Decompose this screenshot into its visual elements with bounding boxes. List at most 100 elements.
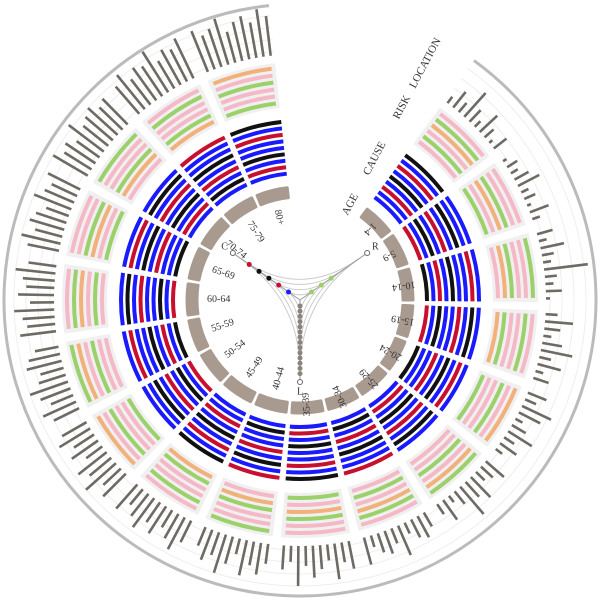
risk-stripe: [96, 339, 118, 391]
location-bar: [520, 187, 530, 194]
cause-stripe: [173, 240, 190, 277]
location-guide: [37, 38, 563, 563]
risk-stripe: [462, 187, 489, 236]
node-end: [297, 379, 303, 385]
location-bar: [63, 151, 93, 171]
risk-stripe: [120, 401, 156, 446]
cause-stripe: [192, 153, 234, 183]
risk-stripe: [212, 66, 272, 86]
cause-stripe: [469, 249, 481, 302]
location-bar: [160, 49, 182, 86]
cause-stripe: [152, 379, 186, 421]
age-label: 15-19: [390, 312, 415, 327]
node-dot: [297, 371, 303, 377]
node-dot: [297, 324, 303, 330]
location-bar: [28, 261, 57, 268]
location-bar: [264, 15, 272, 56]
risk-stripe: [115, 147, 153, 194]
cause-stripe: [428, 206, 454, 251]
cause-stripe: [244, 158, 286, 173]
cause-stripe: [288, 434, 331, 442]
cause-stripe: [240, 432, 284, 448]
risk-stripe: [215, 500, 272, 520]
risk-stripe: [165, 113, 212, 146]
cause-stripe: [417, 305, 429, 343]
risk-stripe: [220, 87, 275, 106]
location-bar: [73, 433, 95, 449]
node-dot: [297, 303, 303, 309]
cause-stripe: [164, 373, 195, 412]
location-bar: [102, 467, 122, 486]
location-bar: [453, 490, 466, 505]
location-bar: [131, 497, 156, 528]
age-segment: [355, 365, 388, 396]
risk-stripe: [519, 313, 535, 374]
risk-stripe: [467, 379, 499, 430]
risk-stripe: [422, 134, 463, 175]
location-bar: [281, 545, 286, 570]
location-bar: [531, 215, 541, 221]
age-segment: [324, 387, 359, 411]
age-segment: [185, 282, 200, 317]
node-dot: [297, 355, 303, 361]
location-bar: [543, 262, 588, 271]
cause-stripe: [343, 451, 394, 476]
risk-stripe: [126, 397, 161, 441]
cause-stripe: [404, 153, 445, 194]
location-bar: [544, 274, 557, 279]
location-bar: [511, 423, 527, 435]
cause-stripe: [173, 321, 189, 359]
cause-stripe: [439, 199, 466, 247]
location-bar: [517, 173, 540, 188]
risk-stripe: [225, 101, 277, 119]
location-bar: [545, 289, 562, 293]
location-bar: [156, 60, 176, 90]
cause-stripe: [249, 171, 287, 185]
age-label: 80+: [272, 209, 287, 227]
risk-stripe: [83, 201, 106, 256]
location-bar: [541, 251, 554, 257]
risk-stripe: [76, 343, 99, 400]
cause-stripe: [460, 307, 475, 358]
cause-stripe: [338, 434, 384, 457]
location-bar: [231, 21, 244, 62]
cause-stripe: [208, 397, 244, 423]
cause-stripe: [119, 272, 126, 326]
location-bar: [88, 456, 113, 477]
risk-stripe: [83, 341, 105, 397]
age-segment: [380, 336, 407, 371]
location-bar: [169, 48, 189, 83]
cause-stripe: [147, 382, 182, 426]
location-bar: [347, 540, 356, 569]
cause-stripe: [213, 392, 247, 417]
cause-stripe: [175, 366, 204, 402]
age-label: 60-64: [207, 294, 230, 305]
cause-stripe: [164, 279, 171, 320]
cause-stripe: [158, 278, 164, 321]
location-bar: [85, 445, 104, 460]
cause-stripe: [375, 388, 409, 420]
location-bar: [542, 259, 552, 264]
location-bar: [145, 501, 162, 523]
cause-stripe: [234, 132, 283, 149]
cause-stripe: [398, 345, 421, 380]
cause-stripe: [165, 187, 196, 226]
cause-stripe: [201, 165, 240, 193]
cause-stripe: [142, 169, 178, 213]
cause-stripe: [396, 414, 439, 452]
cause-stripe: [121, 331, 143, 383]
risk-stripe: [151, 94, 203, 131]
cause-stripe: [182, 201, 210, 236]
location-bar: [475, 470, 486, 482]
risk-stripe: [65, 268, 72, 330]
location-bar: [535, 369, 544, 375]
location-bar: [463, 92, 487, 118]
node-dot: [246, 261, 252, 267]
location-bar: [209, 531, 221, 556]
cause-stripe: [385, 401, 424, 436]
risk-stripe: [409, 428, 451, 466]
location-bar: [469, 476, 492, 499]
cause-stripe: [378, 393, 414, 425]
location-bar: [15, 267, 56, 275]
risk-stripe: [439, 112, 485, 158]
